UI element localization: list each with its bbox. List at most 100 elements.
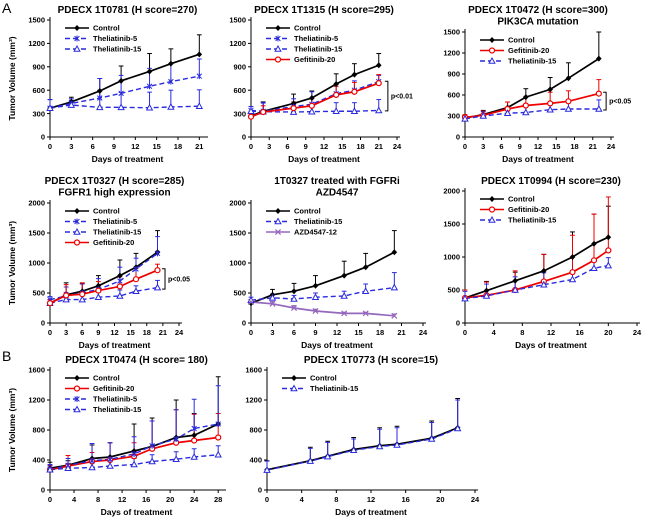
- diamond-marker: [191, 432, 197, 439]
- y-tick-label: 600: [233, 86, 246, 95]
- legend-label: Control: [93, 374, 120, 383]
- circle-marker: [73, 239, 81, 246]
- triangle-marker: [116, 291, 124, 299]
- diamond-marker: [596, 55, 602, 62]
- circle-marker: [95, 287, 102, 294]
- diamond-marker: [351, 71, 358, 78]
- triangle-marker: [482, 291, 491, 299]
- legend-item: Theliatinib-5: [65, 217, 137, 226]
- triangle-marker: [132, 287, 140, 294]
- p-value-label: p<0.05: [168, 276, 190, 283]
- triangle-marker: [73, 405, 81, 413]
- x-marker: [341, 310, 348, 317]
- y-tick-label: 1000: [28, 259, 45, 268]
- circle-marker: [46, 300, 54, 307]
- legend-label: Theliatinib-5: [93, 34, 137, 43]
- triangle-marker: [117, 103, 125, 111]
- triangle-marker: [453, 424, 462, 432]
- triangle-marker: [148, 457, 156, 465]
- y-tick-label: 800: [32, 426, 45, 435]
- x-tick-label: 6: [91, 142, 95, 151]
- triangle-marker: [546, 105, 554, 113]
- x-axis-title: Days of treatment: [288, 154, 360, 164]
- series-markers: [46, 450, 222, 473]
- x-tick-label: 21: [195, 142, 203, 151]
- series-line: [266, 427, 458, 471]
- y-tick-label: 1500: [443, 28, 460, 37]
- x-axis-title: Days of treatment: [335, 507, 407, 517]
- star-marker: [275, 35, 281, 42]
- diamond-marker: [362, 264, 369, 271]
- legend-label: Theliatinib-15: [508, 57, 556, 66]
- triangle-marker: [461, 114, 469, 122]
- legend-item: Theliatinib-15: [65, 228, 141, 237]
- legend-item: Gefitinib-20: [480, 46, 549, 55]
- x-tick-label: 6: [499, 142, 503, 151]
- y-tick-label: 800: [249, 426, 262, 435]
- triangle-marker: [46, 465, 54, 473]
- triangle-marker: [332, 107, 340, 115]
- series-markers: [461, 104, 603, 122]
- x-tick-label: 9: [96, 328, 100, 337]
- triangle-marker: [46, 104, 54, 111]
- circle-marker: [595, 90, 602, 97]
- chart-pdecx-1t0472: PDECX 1T0472 (H score=300) PIK3CA mutatio…: [434, 2, 648, 167]
- y-tick-label: 0: [456, 319, 460, 328]
- y-tick-label: 600: [32, 86, 45, 95]
- y-tick-label: 1200: [245, 396, 262, 405]
- diamond-marker: [341, 272, 347, 279]
- triangle-marker: [564, 104, 573, 112]
- x-tick-label: 6: [292, 328, 296, 337]
- x-tick-label: 8: [520, 328, 524, 337]
- x-tick-label: 24: [633, 328, 642, 337]
- triangle-marker: [214, 450, 222, 458]
- triangle-marker: [88, 463, 96, 471]
- chart-canvas: PDECX 1T0994 (H score=230) 0 500 1000 1500 20…: [443, 176, 642, 350]
- legend-item: Gefitinib-20: [480, 205, 549, 214]
- legend-label: Theliatinib-15: [93, 45, 141, 54]
- x-tick-label: 0: [48, 328, 52, 337]
- circle-marker: [590, 257, 598, 264]
- triangle-marker: [263, 466, 271, 473]
- diamond-marker: [489, 37, 495, 43]
- y-tick-label: 1200: [229, 39, 246, 48]
- y-tick-label: 1600: [28, 366, 45, 375]
- series-markers: [263, 424, 462, 473]
- x-tick-label: 3: [64, 328, 68, 337]
- x-tick-label: 8: [334, 495, 338, 504]
- diamond-marker: [391, 249, 398, 256]
- circle-marker: [605, 247, 612, 254]
- triangle-marker: [511, 285, 519, 293]
- x-tick-label: 24: [190, 495, 199, 504]
- chart-title: AZD4547: [316, 188, 359, 199]
- triangle-marker: [427, 434, 436, 442]
- triangle-marker: [153, 283, 162, 291]
- circle-marker: [488, 206, 496, 213]
- chart-canvas: PDECX 1T0472 (H score=300)PIK3CA mutatio…: [443, 5, 631, 164]
- legend-label: Gefitinib-20: [93, 238, 134, 247]
- circle-marker: [154, 267, 161, 274]
- y-tick-label: 2000: [28, 199, 45, 208]
- x-tick-label: 20: [604, 328, 612, 337]
- star-marker: [173, 436, 179, 442]
- chart-title: FGFR1 high expression: [58, 188, 170, 199]
- diamond-marker: [565, 75, 572, 82]
- circle-marker: [547, 100, 554, 107]
- triangle-marker: [393, 440, 401, 448]
- diamond-marker: [96, 87, 103, 94]
- error-bars: [264, 398, 461, 470]
- y-tick-label: 400: [249, 456, 262, 465]
- diamond-marker: [275, 25, 281, 31]
- legend-item: Theliatinib-5: [65, 395, 137, 404]
- chart-pdecx-1t0327: PDECX 1T0327 (H score=285) FGFR1 high exp…: [6, 173, 216, 353]
- x-tick-label: 4: [300, 495, 305, 504]
- x-tick-label: 6: [285, 142, 289, 151]
- circle-marker: [290, 105, 297, 112]
- x-tick-label: 16: [142, 495, 150, 504]
- circle-marker: [73, 385, 81, 392]
- x-tick-label: 12: [131, 142, 139, 151]
- x-tick-label: 15: [552, 142, 560, 151]
- star-marker: [215, 421, 221, 427]
